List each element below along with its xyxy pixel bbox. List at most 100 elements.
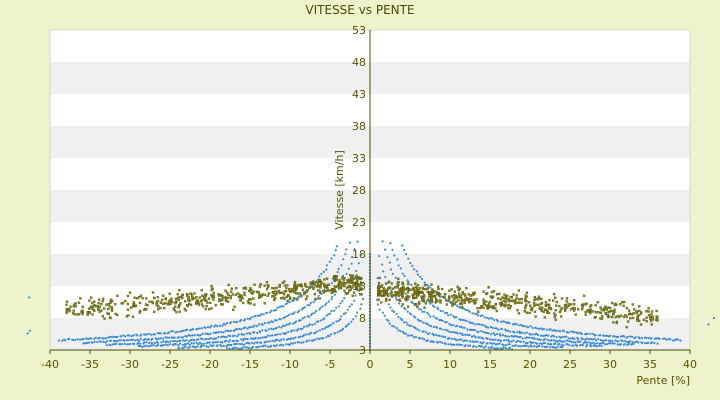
data-point: [289, 338, 292, 341]
data-point: [97, 298, 101, 301]
data-point: [235, 287, 238, 290]
data-point: [377, 285, 380, 288]
data-point: [322, 318, 325, 321]
data-point: [337, 305, 341, 308]
data-point: [237, 292, 240, 295]
data-point: [605, 339, 608, 342]
data-point: [270, 320, 273, 323]
data-point: [257, 323, 260, 326]
data-point: [294, 336, 297, 339]
data-point: [609, 306, 612, 310]
data-point: [136, 342, 139, 345]
data-point: [273, 294, 276, 297]
data-point: [254, 314, 257, 318]
data-point: [508, 343, 511, 346]
data-point: [203, 326, 206, 329]
data-point: [386, 288, 389, 291]
data-point: [163, 306, 166, 310]
data-point: [317, 294, 320, 297]
data-point: [390, 282, 393, 285]
data-point: [436, 317, 439, 320]
data-point: [116, 340, 119, 343]
data-point: [517, 289, 521, 292]
data-point: [465, 319, 468, 323]
data-point: [436, 341, 439, 344]
data-point: [588, 341, 591, 344]
data-point: [655, 337, 658, 340]
data-point: [417, 289, 420, 292]
data-point: [490, 333, 493, 336]
data-point: [552, 299, 555, 302]
data-point: [414, 282, 417, 285]
data-point: [178, 304, 181, 307]
data-point: [523, 332, 526, 335]
data-point: [107, 303, 110, 306]
data-point: [445, 303, 449, 306]
data-point: [314, 297, 317, 301]
data-point: [423, 281, 426, 284]
data-point: [548, 303, 551, 307]
data-point: [274, 334, 277, 337]
data-point: [377, 281, 381, 285]
data-point: [376, 276, 379, 280]
data-point: [352, 282, 356, 285]
data-point: [197, 343, 200, 346]
data-point: [324, 284, 328, 288]
data-point: [91, 301, 94, 305]
data-point: [199, 337, 203, 340]
data-point: [263, 302, 266, 305]
data-point: [193, 345, 196, 349]
data-point: [274, 290, 277, 293]
data-point: [430, 340, 434, 343]
data-point: [212, 298, 215, 301]
data-point: [338, 330, 341, 333]
data-point: [101, 337, 104, 340]
x-tick-label: 25: [563, 358, 577, 371]
data-point: [487, 302, 491, 306]
data-point: [65, 300, 69, 303]
data-point: [406, 305, 410, 308]
data-point: [449, 313, 452, 316]
data-point: [183, 343, 187, 346]
data-point: [541, 306, 544, 309]
data-point: [303, 316, 306, 319]
data-point: [201, 305, 205, 308]
data-point: [239, 299, 242, 302]
data-point: [225, 346, 228, 349]
data-point: [548, 298, 551, 302]
data-point: [337, 267, 340, 271]
data-point: [114, 303, 117, 306]
data-point: [157, 305, 160, 308]
data-point: [635, 310, 638, 313]
data-point: [81, 312, 84, 316]
data-point: [221, 303, 224, 306]
data-point: [146, 345, 150, 348]
data-point: [73, 313, 76, 316]
data-point: [446, 329, 449, 332]
data-point: [615, 321, 618, 325]
data-point: [538, 338, 541, 341]
data-point: [552, 339, 556, 342]
data-point: [543, 338, 546, 341]
x-tick-label: 20: [523, 358, 537, 371]
data-point: [358, 276, 361, 279]
data-point: [338, 287, 341, 290]
data-point: [489, 342, 492, 345]
data-point: [378, 293, 381, 297]
data-point: [316, 297, 319, 300]
data-point: [581, 305, 584, 308]
data-point: [421, 298, 424, 302]
data-point: [183, 339, 187, 342]
data-point: [645, 320, 648, 323]
data-point: [196, 333, 199, 336]
data-point: [169, 340, 172, 343]
data-point: [245, 342, 248, 345]
data-point: [103, 317, 106, 320]
data-point: [416, 273, 419, 276]
data-point: [621, 301, 624, 304]
data-point: [656, 342, 659, 345]
data-point: [292, 337, 295, 340]
data-point: [387, 303, 390, 306]
data-point: [481, 345, 484, 348]
data-point: [430, 283, 433, 286]
